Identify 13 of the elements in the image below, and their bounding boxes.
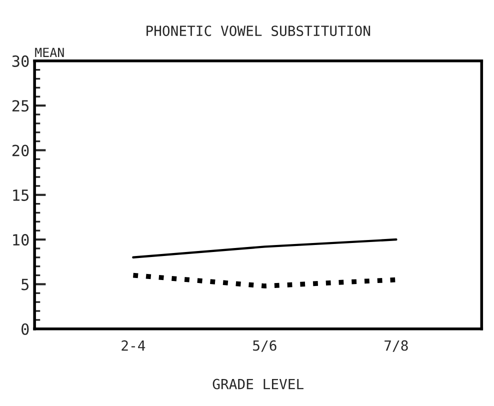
chart-title: PHONETIC VOWEL SUBSTITUTION [146, 26, 370, 36]
y-tick-label: 25 [12, 100, 28, 112]
x-tick-label: 5/6 [253, 340, 276, 352]
x-tick-label: 7/8 [384, 340, 408, 352]
y-tick-label: 10 [13, 234, 29, 246]
x-tick-label: 2-4 [122, 340, 146, 351]
y-tick-label: 20 [12, 144, 29, 156]
y-axis-title: MEAN [35, 48, 64, 57]
y-tick-label: 5 [22, 278, 28, 290]
y-tick-label: 0 [22, 323, 29, 335]
y-tick-label: 15 [13, 190, 28, 201]
y-tick-label: 30 [12, 55, 29, 67]
x-axis-title: GRADE LEVEL [212, 378, 304, 390]
